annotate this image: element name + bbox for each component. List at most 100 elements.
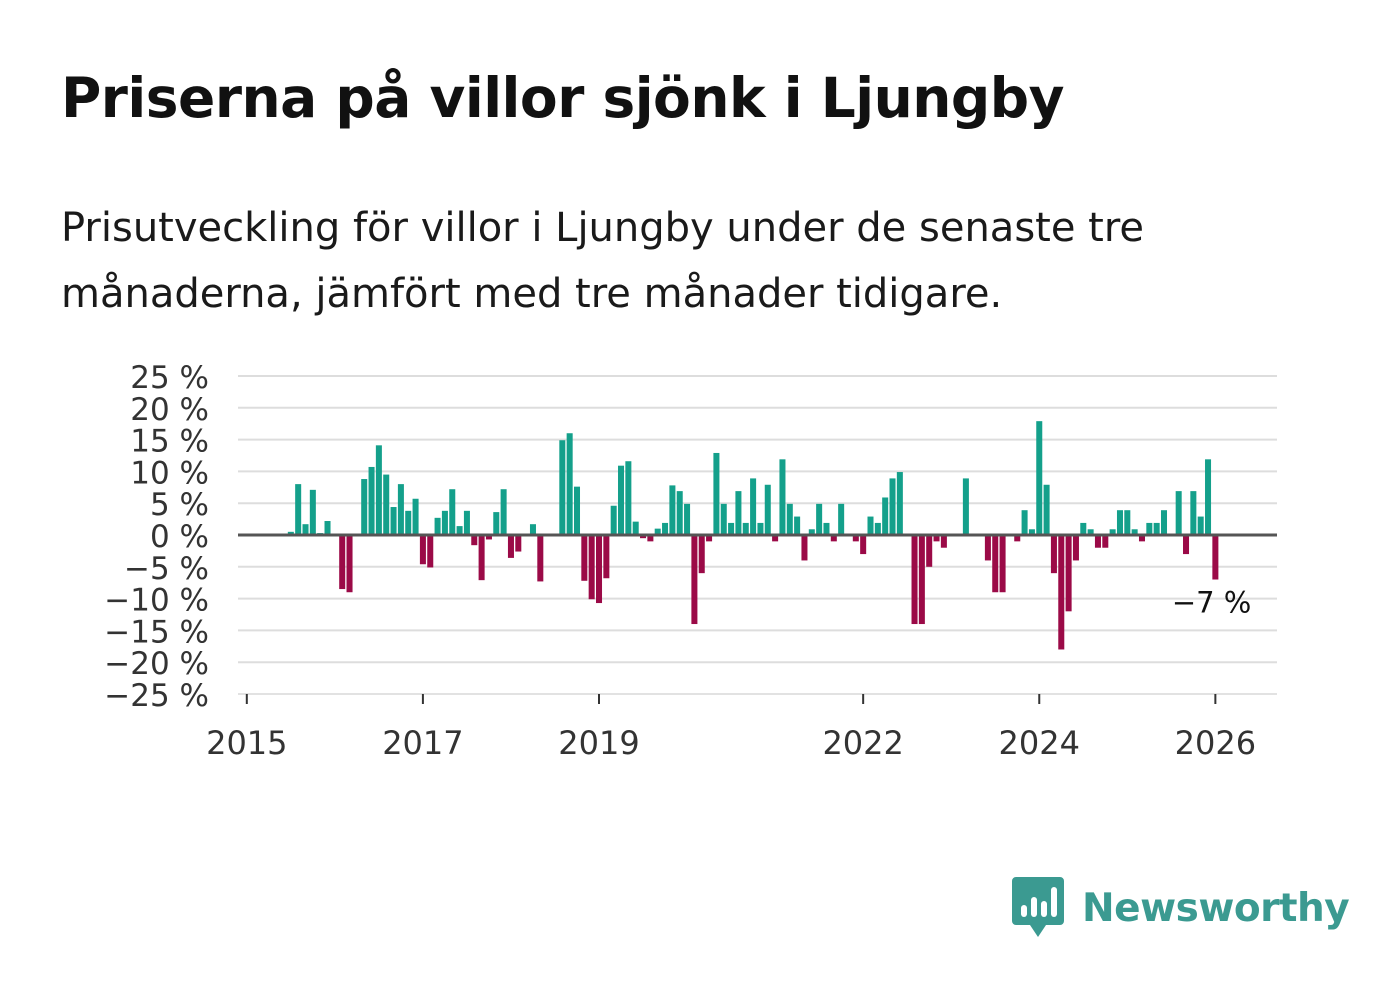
bar (720, 503, 727, 535)
bar (383, 474, 390, 535)
bar (588, 535, 595, 600)
y-tick-label: −25 % (104, 678, 209, 714)
bar (500, 489, 507, 535)
bar (1212, 535, 1219, 580)
bar (596, 535, 603, 604)
bar (882, 497, 889, 535)
bar (830, 535, 837, 542)
bar (632, 521, 639, 535)
bar (867, 516, 874, 535)
bar (346, 535, 353, 593)
chart-subtitle: Prisutveckling för villor i Ljungby unde… (61, 205, 1145, 317)
bar (1197, 516, 1204, 535)
bar (999, 535, 1006, 593)
bar (786, 503, 793, 535)
y-tick-label: −10 % (104, 583, 209, 619)
bar (1124, 510, 1131, 535)
bar (698, 535, 705, 574)
bar (911, 535, 918, 625)
bar (618, 465, 625, 535)
bar (640, 535, 647, 539)
bar (860, 535, 867, 555)
bar (339, 535, 346, 590)
bar (449, 489, 456, 535)
bar (742, 522, 749, 535)
bar (1138, 535, 1145, 542)
bar (1175, 491, 1182, 535)
bar (874, 522, 881, 535)
bar (1080, 522, 1087, 535)
bar (662, 522, 669, 535)
bar (287, 531, 294, 535)
bars (287, 421, 1219, 650)
bar (1153, 522, 1160, 535)
brand-logo: Newsworthy (1012, 877, 1350, 939)
x-tick-label: 2022 (822, 724, 903, 762)
bar (1065, 535, 1072, 612)
y-tick-label: 0 % (150, 519, 209, 555)
bar (1043, 484, 1050, 535)
bar (772, 535, 779, 542)
bar (471, 535, 478, 546)
bar (610, 505, 617, 535)
bar (713, 452, 720, 535)
bar (676, 491, 683, 535)
x-tick-label: 2026 (1175, 724, 1256, 762)
y-tick-label: −20 % (104, 646, 209, 682)
bar (529, 524, 536, 535)
bar (302, 524, 309, 535)
bar (1109, 529, 1116, 535)
bar (691, 535, 698, 625)
bar (918, 535, 925, 625)
bar (1131, 529, 1138, 535)
chart-title: Priserna på villor sjönk i Ljungby (61, 66, 1065, 130)
bar (992, 535, 999, 593)
bar (1146, 522, 1153, 535)
bar (1072, 535, 1079, 561)
y-tick-label: 5 % (150, 487, 209, 523)
bar (581, 535, 588, 581)
bar (434, 517, 441, 535)
bar (397, 484, 404, 535)
bar (573, 486, 581, 535)
bar (537, 535, 544, 582)
bar (1036, 421, 1043, 535)
bar (566, 433, 573, 535)
bar (750, 478, 757, 535)
bar (485, 535, 492, 540)
bar (808, 529, 815, 535)
bar (368, 466, 375, 535)
bar (463, 510, 470, 535)
bar (375, 445, 382, 535)
bar (361, 479, 368, 535)
y-tick-label: −15 % (104, 614, 209, 650)
bar (603, 535, 610, 579)
bar (1183, 535, 1190, 555)
bar (625, 461, 632, 535)
bar (779, 459, 786, 535)
bar (405, 510, 412, 535)
bar (507, 535, 514, 558)
bar (896, 472, 903, 535)
bar (309, 489, 316, 535)
bar (816, 503, 823, 535)
bar (801, 535, 808, 561)
bar (1102, 535, 1109, 548)
bar (984, 535, 991, 561)
labels: 25 %20 %15 %10 %5 %0 %−5 %−10 %−15 %−20 … (104, 360, 1256, 762)
bar (852, 535, 859, 542)
bar (478, 535, 485, 581)
bar (757, 522, 764, 535)
brand-name: Newsworthy (1082, 885, 1350, 931)
bar (1116, 510, 1123, 535)
y-tick-label: −5 % (124, 551, 209, 587)
bar (669, 485, 676, 535)
bar (1058, 535, 1065, 650)
x-tick-label: 2024 (999, 724, 1080, 762)
x-tick-label: 2017 (382, 724, 463, 762)
y-tick-label: 15 % (130, 424, 209, 460)
bar (933, 535, 940, 542)
bar (1190, 491, 1197, 535)
bar (1028, 529, 1035, 535)
